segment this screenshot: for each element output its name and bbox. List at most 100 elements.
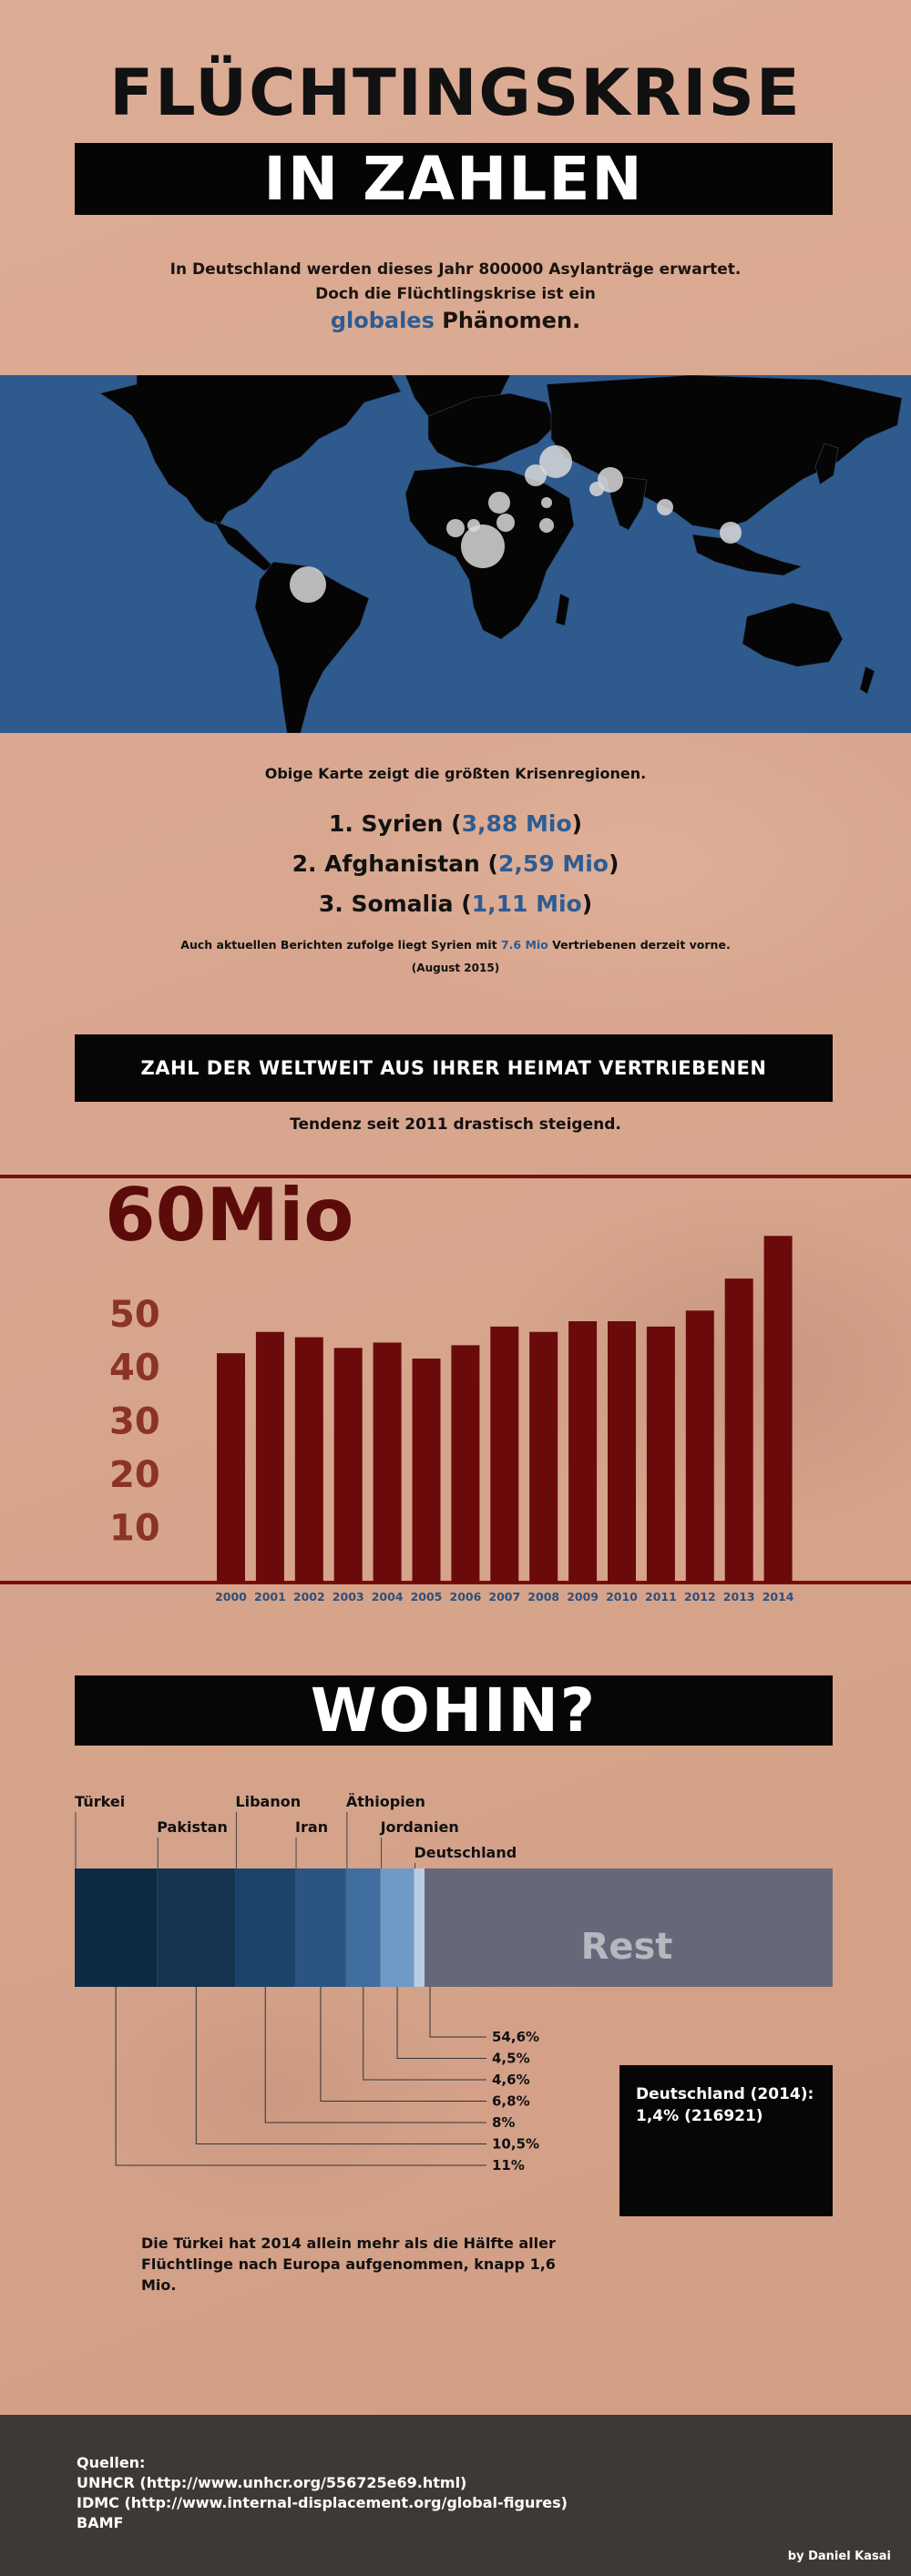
continent-central-america	[213, 520, 274, 572]
continent-europe	[427, 392, 557, 467]
intro-line-3: globales Phänomen.	[0, 308, 911, 333]
continent-north-america	[99, 375, 402, 526]
bar-2010	[608, 1321, 636, 1583]
share-label: 8%	[492, 2114, 515, 2131]
y-tick-label: 40	[109, 1348, 160, 1390]
bar-2001	[255, 1331, 284, 1583]
ranking-close: )	[608, 850, 619, 877]
trend-subtitle: Tendenz seit 2011 drastisch steigend.	[290, 1115, 621, 1134]
destination-label: Äthiopien	[346, 1793, 425, 1810]
ranking-value: 2,59 Mio	[497, 850, 609, 877]
x-tick-label: 2004	[372, 1590, 404, 1604]
x-tick-label: 2008	[527, 1590, 559, 1604]
bar-chart-svg: 60Mio 10 20 30 40 50 2000 2001 2002 2003 2004 200…	[0, 1173, 911, 1604]
leader-line	[396, 1987, 486, 2059]
ranking-value: 3,88 Mio	[461, 810, 572, 837]
crisis-bubble-drc	[461, 524, 505, 568]
leader-line	[429, 1987, 486, 2038]
ranking-close: )	[581, 891, 593, 917]
ranking-label: 1. Syrien (	[328, 810, 462, 837]
destination-label: Türkei	[75, 1793, 125, 1810]
y-tick-label: 30	[109, 1400, 160, 1442]
intro-line-3-rest: Phänomen.	[434, 308, 581, 333]
segment-äthiopien	[345, 1868, 381, 1987]
segment-rest	[425, 1868, 833, 1987]
ranking-label: 3. Somalia (	[318, 891, 472, 917]
crisis-bubble-yemen	[541, 497, 552, 508]
note-before: Auch aktuellen Berichten zufolge liegt S…	[180, 938, 501, 952]
syria-note: Auch aktuellen Berichten zufolge liegt S…	[0, 938, 911, 952]
world-map	[0, 375, 911, 733]
y-tick-label: 10	[109, 1507, 160, 1549]
bar-2006	[451, 1345, 480, 1583]
bar-2009	[568, 1321, 598, 1583]
x-tick-label: 2001	[254, 1590, 286, 1604]
segment-pakistan	[157, 1868, 236, 1987]
sources-title: Quellen:	[77, 2454, 146, 2471]
crisis-bubble-syria	[539, 445, 572, 478]
share-label: 4,6%	[492, 2072, 530, 2088]
germany-box-value: 1,4% (216921)	[636, 2107, 763, 2125]
intro-line-1: In Deutschland werden dieses Jahr 800000…	[169, 260, 742, 279]
source-idmc[interactable]: IDMC (http://www.internal-displacement.o…	[77, 2494, 568, 2511]
x-tick-label: 2005	[411, 1590, 443, 1604]
continent-south-america	[254, 561, 370, 733]
bar-2013	[724, 1278, 753, 1583]
leader-line	[264, 1987, 486, 2123]
x-tick-label: 2006	[450, 1590, 482, 1604]
destinations-svg: Türkei Pakistan Libanon Iran Äthiopien Jordan…	[75, 1793, 833, 2174]
crisis-bubble-myanmar	[657, 499, 673, 515]
leader-line	[115, 1987, 486, 2166]
world-map-svg	[99, 375, 903, 733]
x-tick-label: 2002	[293, 1590, 325, 1604]
share-label: 10,5%	[492, 2136, 539, 2153]
note-date: (August 2015)	[411, 962, 500, 974]
x-tick-label: 2010	[606, 1590, 638, 1604]
bar-2002	[294, 1337, 323, 1583]
leader-line	[320, 1987, 486, 2102]
share-label: 54,6%	[492, 2029, 539, 2045]
x-tick-label: 2013	[723, 1590, 755, 1604]
title-line-1: FLÜCHTINGSKRISE	[109, 56, 802, 130]
destination-label: Pakistan	[157, 1818, 228, 1836]
ranking-item-2: 2. Afghanistan (2,59 Mio)	[0, 850, 911, 877]
bar-2005	[412, 1359, 441, 1583]
continent-new-zealand	[859, 666, 875, 695]
x-tick-label: 2014	[763, 1590, 794, 1604]
bar-2011	[646, 1326, 675, 1583]
segment-jordanien	[380, 1868, 415, 1987]
share-label: 4,5%	[492, 2051, 530, 2067]
x-tick-label: 2007	[488, 1590, 520, 1604]
ranking-item-1: 1. Syrien (3,88 Mio)	[0, 810, 911, 837]
continent-asia	[546, 375, 903, 531]
ranking-value: 1,11 Mio	[471, 891, 582, 917]
segment-iran	[295, 1868, 346, 1987]
share-label: 6,8%	[492, 2093, 530, 2110]
source-bamf: BAMF	[77, 2514, 124, 2531]
ranking-close: )	[571, 810, 583, 837]
rest-label: Rest	[581, 1926, 673, 1968]
note-value: 7.6 Mio	[500, 938, 548, 952]
x-tick-label: 2003	[333, 1590, 364, 1604]
note-after: Vertriebenen derzeit vorne.	[548, 938, 731, 952]
crisis-bubble-nigeria	[446, 519, 465, 537]
footer: Quellen: UNHCR (http://www.unhcr.org/556…	[0, 2415, 911, 2576]
x-tick-label: 2009	[567, 1590, 599, 1604]
leader-line	[363, 1987, 486, 2081]
wohin-banner: WOHIN?	[75, 1675, 833, 1746]
source-unhcr[interactable]: UNHCR (http://www.unhcr.org/556725e69.ht…	[77, 2474, 467, 2491]
displaced-banner: ZAHL DER WELTWEIT AUS IHRER HEIMAT VERTR…	[75, 1034, 833, 1102]
intro-line-2: Doch die Flüchtlingskrise ist ein	[315, 285, 596, 303]
continent-southeast-asia	[691, 534, 803, 576]
ranking-item-3: 3. Somalia (1,11 Mio)	[0, 891, 911, 917]
crisis-bubble-afghanistan	[598, 467, 623, 493]
bar-2007	[490, 1326, 519, 1583]
sources: Quellen: UNHCR (http://www.unhcr.org/556…	[77, 2453, 568, 2533]
ranking-label: 2. Afghanistan (	[292, 850, 498, 877]
segment-libanon	[235, 1868, 296, 1987]
germany-box-title: Deutschland (2014):	[636, 2085, 814, 2103]
bar-2008	[529, 1331, 558, 1583]
intro-highlight: globales	[330, 308, 435, 333]
continent-australia	[742, 602, 844, 667]
segment-türkei	[75, 1868, 158, 1987]
